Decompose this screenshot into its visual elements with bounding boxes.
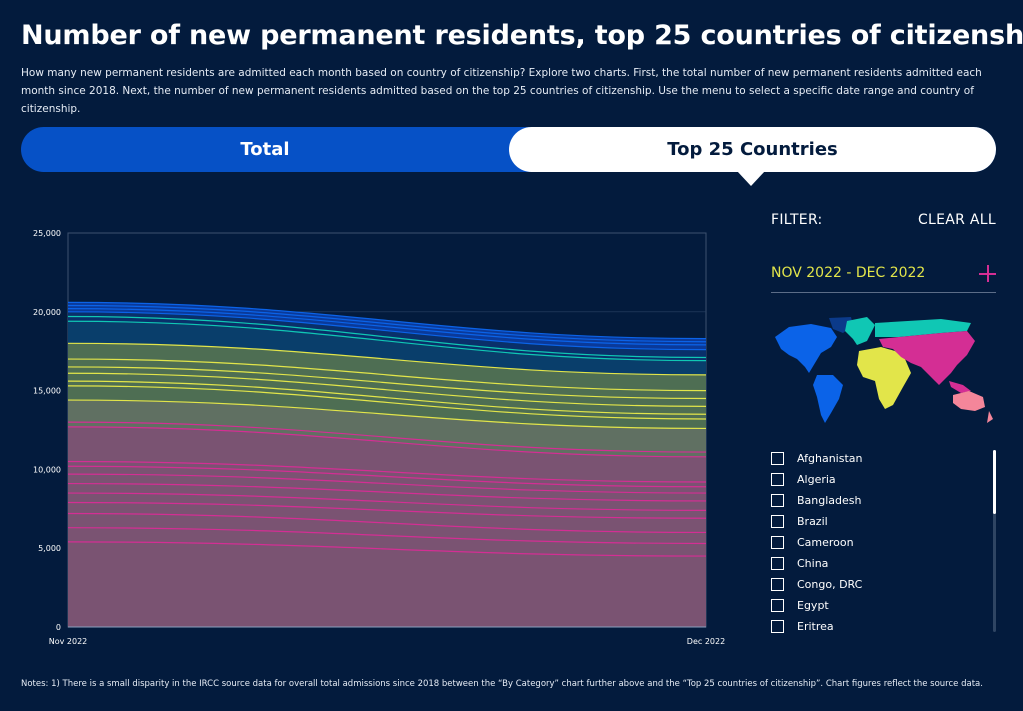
europe-region[interactable]: [845, 317, 971, 345]
asia-region[interactable]: [879, 331, 975, 393]
y-tick-label: 10,000: [33, 465, 61, 474]
series-line: [67, 366, 707, 400]
series-line: [67, 372, 707, 407]
series-line: [67, 541, 707, 557]
notes: Notes: 1) There is a small disparity in …: [21, 679, 983, 689]
chart-tabs: Total Top 25 Countries: [21, 127, 996, 172]
y-tick-label: 5,000: [38, 544, 61, 553]
area-fill: [68, 302, 706, 350]
series-line: [67, 399, 707, 430]
series-line: [67, 385, 707, 420]
stacked-area-chart: 0 5,000 10,000 15,000 20,000 25,000 Nov 2022 De…: [33, 229, 725, 646]
x-tick-label: Dec 2022: [687, 637, 725, 646]
y-tick-label: 15,000: [33, 387, 61, 396]
country-label: Congo, DRC: [797, 578, 863, 591]
country-option[interactable]: Egypt: [771, 595, 986, 616]
filter-divider: [771, 292, 996, 293]
country-label: Cameroon: [797, 536, 854, 549]
series-line: [67, 315, 707, 359]
country-option[interactable]: China: [771, 553, 986, 574]
series-line: [67, 492, 707, 511]
series-line: [67, 320, 707, 362]
y-tick-label: 25,000: [33, 229, 61, 238]
series-line: [67, 512, 707, 534]
oceania-region[interactable]: [953, 391, 993, 423]
checkbox[interactable]: [771, 620, 784, 633]
x-tick-label: Nov 2022: [49, 637, 88, 646]
checkbox[interactable]: [771, 515, 784, 528]
series-line: [67, 342, 707, 376]
country-label: Afghanistan: [797, 452, 863, 465]
date-range-selector[interactable]: NOV 2022 - DEC 2022: [771, 265, 926, 281]
series-line: [67, 527, 707, 545]
country-option[interactable]: Bangladesh: [771, 490, 986, 511]
series-line: [67, 301, 707, 340]
country-option[interactable]: Cameroon: [771, 532, 986, 553]
south-america-region[interactable]: [813, 375, 843, 423]
country-label: Brazil: [797, 515, 828, 528]
country-option[interactable]: Congo, DRC: [771, 574, 986, 595]
series-line: [67, 465, 707, 488]
filter-label: FILTER:: [771, 212, 823, 228]
series-line: [67, 304, 707, 343]
checkbox[interactable]: [771, 599, 784, 612]
country-option[interactable]: Brazil: [771, 511, 986, 532]
clear-all-button[interactable]: CLEAR ALL: [917, 212, 996, 228]
africa-region[interactable]: [857, 347, 911, 409]
active-tab-pointer: [737, 171, 765, 186]
country-option[interactable]: Algeria: [771, 469, 986, 490]
page-title: Number of new permanent residents, top 2…: [21, 20, 1023, 51]
world-map[interactable]: [771, 315, 1001, 427]
checkbox[interactable]: [771, 557, 784, 570]
country-label: Egypt: [797, 599, 829, 612]
series-line: [67, 426, 707, 458]
area-fill: [68, 343, 706, 429]
series-line: [67, 460, 707, 483]
area-fill: [68, 321, 706, 375]
series-line: [67, 482, 707, 502]
area-fill: [68, 426, 706, 557]
checkbox[interactable]: [771, 452, 784, 465]
expand-plus-icon[interactable]: [979, 265, 996, 282]
checkbox[interactable]: [771, 536, 784, 549]
series-line: [67, 311, 707, 351]
checkbox[interactable]: [771, 578, 784, 591]
country-label: Algeria: [797, 473, 836, 486]
country-option[interactable]: Eritrea: [771, 616, 986, 637]
series-line: [67, 501, 707, 519]
area-fill: [68, 541, 706, 627]
area-fill: [68, 400, 706, 457]
scrollbar-thumb[interactable]: [993, 450, 996, 514]
country-label: China: [797, 557, 829, 570]
tab-top-25-countries[interactable]: Top 25 Countries: [509, 127, 996, 172]
area-fill: [68, 311, 706, 361]
north-america-region[interactable]: [775, 324, 837, 373]
country-option[interactable]: Afghanistan: [771, 448, 986, 469]
scrollbar-track[interactable]: [993, 450, 996, 632]
tab-total[interactable]: Total: [240, 139, 290, 160]
country-label: Bangladesh: [797, 494, 862, 507]
checkbox[interactable]: [771, 494, 784, 507]
series-line: [67, 473, 707, 494]
y-tick-label: 0: [56, 623, 61, 632]
series-line: [67, 380, 707, 415]
country-label: Eritrea: [797, 620, 834, 633]
page-description: How many new permanent residents are adm…: [21, 67, 982, 115]
country-list: Afghanistan Algeria Bangladesh Brazil Ca…: [771, 448, 986, 637]
series-line: [67, 358, 707, 392]
y-tick-label: 20,000: [33, 308, 61, 317]
series-line: [67, 421, 707, 453]
checkbox[interactable]: [771, 473, 784, 486]
series-line: [67, 308, 707, 346]
